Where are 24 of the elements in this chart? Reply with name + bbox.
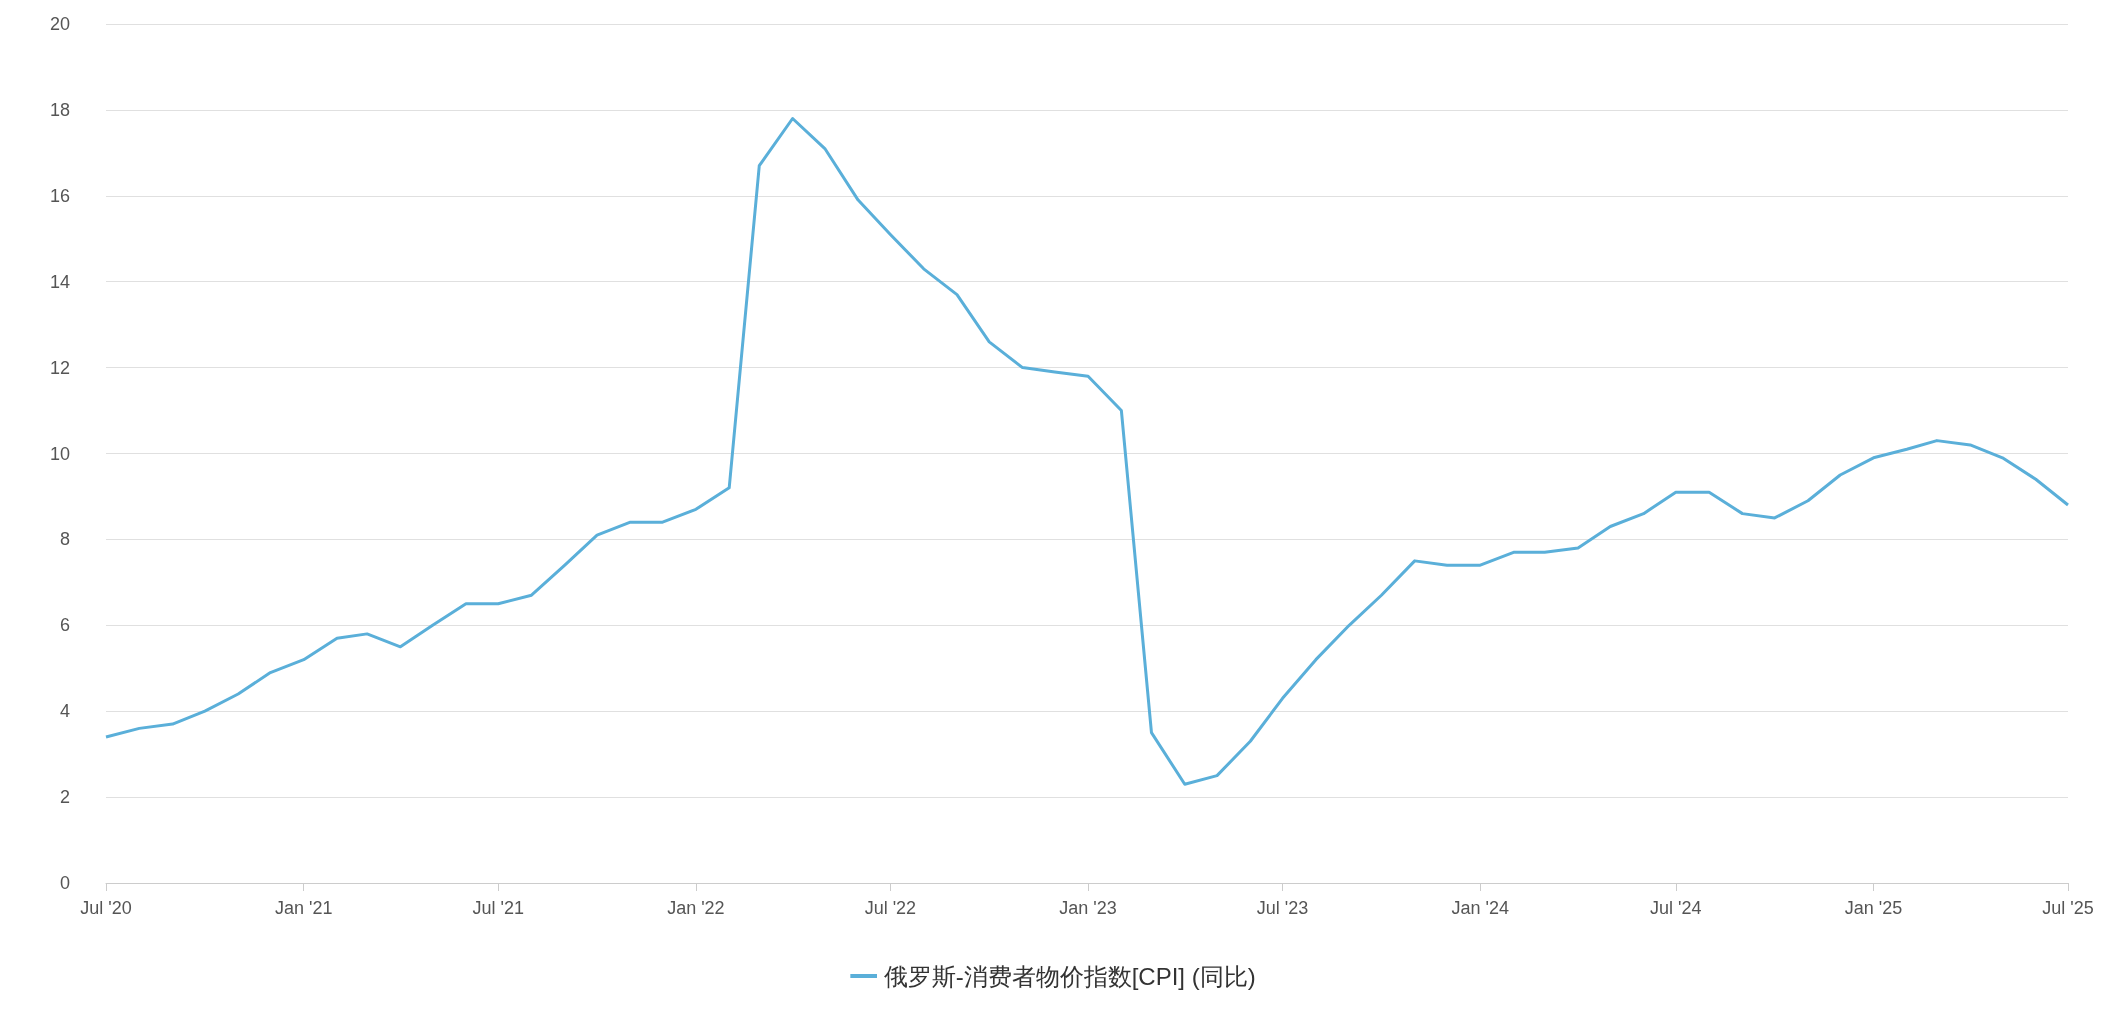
- legend-label: 俄罗斯-消费者物价指数[CPI] (同比): [883, 962, 1256, 990]
- y-tick-label: 4: [59, 701, 70, 722]
- x-tick-label: Jul '25: [2042, 898, 2094, 918]
- x-tick-label: Jan '25: [1844, 898, 1903, 918]
- y-tick-label: 6: [59, 615, 70, 636]
- y-tick-label: 10: [49, 443, 70, 464]
- y-tick-label: 14: [49, 271, 70, 292]
- x-tick-label: Jan '22: [667, 898, 725, 918]
- x-tick-label: Jan '21: [274, 898, 333, 918]
- y-tick-label: 8: [59, 529, 70, 550]
- line-series: [104, 116, 2070, 786]
- x-tick-label: Jul '21: [472, 898, 524, 918]
- y-tick-label: 16: [49, 185, 70, 206]
- x-tick-label: Jan '23: [1059, 898, 1117, 918]
- x-tick-label: Jul '23: [1256, 898, 1309, 918]
- y-tick-label: 18: [49, 99, 70, 120]
- y-tick-label: 20: [49, 14, 70, 34]
- y-tick-label: 0: [59, 873, 70, 893]
- y-tick-label: 12: [49, 357, 70, 378]
- x-tick-label: Jul '24: [1650, 898, 1702, 918]
- y-tick-label: 2: [59, 787, 70, 808]
- x-tick-label: Jan '24: [1451, 898, 1509, 918]
- x-tick-label: Jul '22: [864, 898, 917, 918]
- x-tick-label: Jul '20: [80, 898, 132, 918]
